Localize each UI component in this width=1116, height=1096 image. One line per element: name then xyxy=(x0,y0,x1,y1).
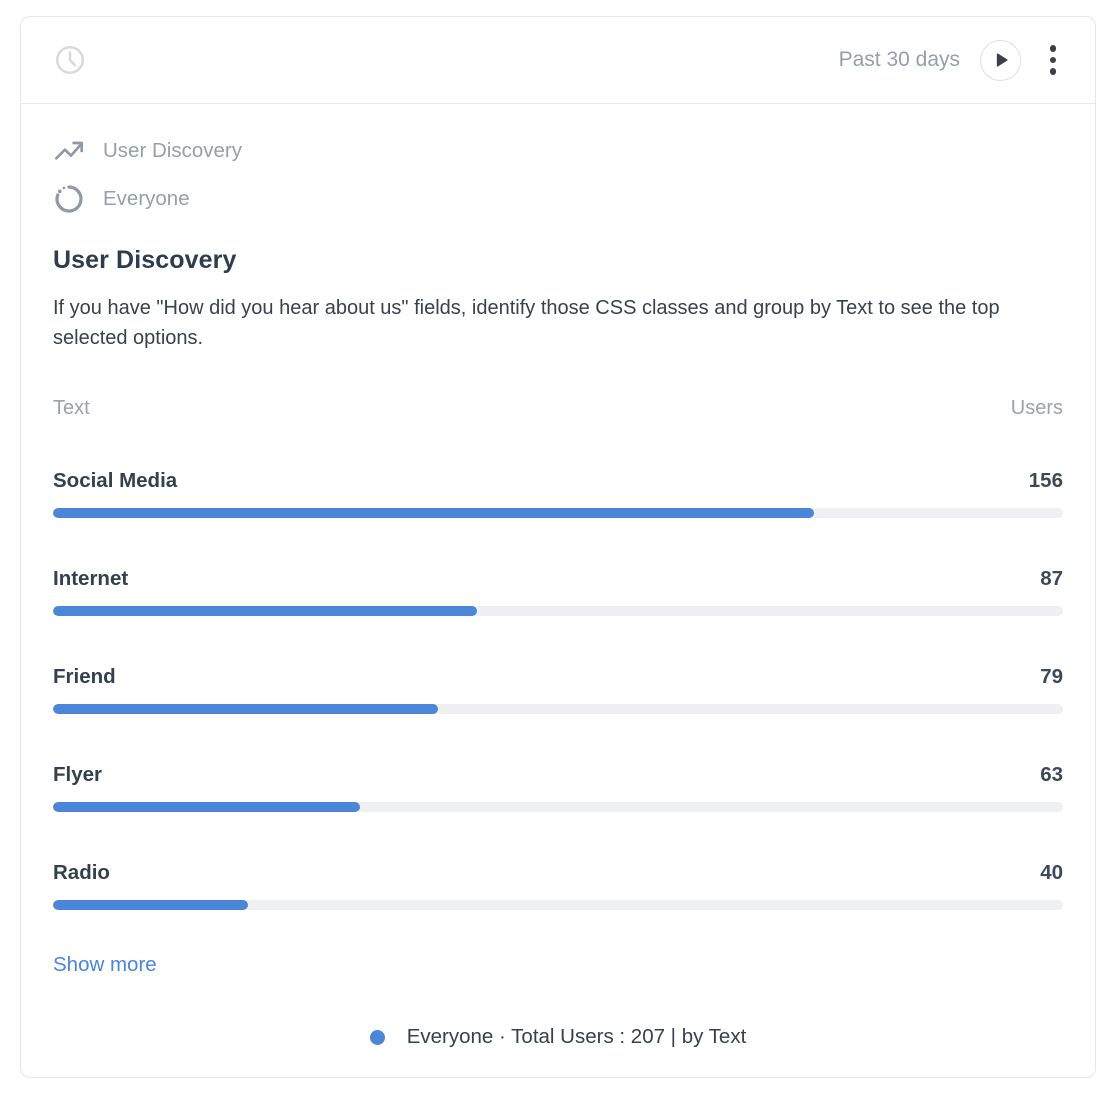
spinner-icon xyxy=(53,183,85,215)
legend-dot xyxy=(369,1029,385,1045)
row-label: Radio xyxy=(53,861,110,884)
table-row: Social Media 156 xyxy=(53,467,1063,518)
bar-track xyxy=(53,508,1063,518)
page-title: User Discovery xyxy=(53,246,237,274)
table-header: Text Users xyxy=(53,397,1063,420)
bar-fill xyxy=(53,802,361,812)
bar-fill xyxy=(53,900,249,910)
clock-icon xyxy=(53,43,87,77)
table-row: Internet 87 xyxy=(53,565,1063,616)
bar-track xyxy=(53,802,1063,812)
row-value: 87 xyxy=(1040,567,1063,590)
user-discovery-widget: Past 30 days User Discovery xyxy=(20,16,1096,1078)
row-label: Social Media xyxy=(53,469,178,492)
widget-description: If you have "How did you hear about us" … xyxy=(53,297,1000,349)
bar-track xyxy=(53,606,1063,616)
table-row: Flyer 63 xyxy=(53,761,1063,812)
bar-fill xyxy=(53,508,815,518)
report-meta-row: User Discovery xyxy=(53,134,1063,168)
row-value: 156 xyxy=(1028,469,1063,492)
row-value: 40 xyxy=(1040,861,1063,884)
chart-legend: Everyone · Total Users : 207 | by Text xyxy=(53,1025,1063,1049)
row-value: 63 xyxy=(1040,763,1063,786)
segment-meta-row: Everyone xyxy=(53,182,1063,216)
row-label: Flyer xyxy=(53,763,102,786)
table-row: Friend 79 xyxy=(53,663,1063,714)
trending-up-icon xyxy=(53,135,85,167)
bar-fill xyxy=(53,704,439,714)
date-range-selector[interactable]: Past 30 days xyxy=(838,48,960,71)
bar-track xyxy=(53,900,1063,910)
column-header-text: Text xyxy=(53,397,90,419)
row-value: 79 xyxy=(1040,665,1063,688)
row-label: Internet xyxy=(53,567,129,590)
widget-body: User Discovery Everyone User Discovery I… xyxy=(21,104,1095,1049)
play-icon xyxy=(996,53,1008,67)
table-row: Radio 40 xyxy=(53,859,1063,910)
bar-fill xyxy=(53,606,478,616)
column-header-users: Users xyxy=(1010,397,1063,419)
legend-text: Everyone · Total Users : 207 | by Text xyxy=(406,1025,747,1048)
bar-track xyxy=(53,704,1063,714)
play-button[interactable] xyxy=(980,39,1021,81)
report-name-label: User Discovery xyxy=(103,139,242,162)
segment-name-label: Everyone xyxy=(103,187,190,210)
row-label: Friend xyxy=(53,665,116,688)
kebab-menu-button[interactable] xyxy=(1041,40,1065,81)
show-more-link[interactable]: Show more xyxy=(53,953,157,976)
widget-header: Past 30 days xyxy=(21,17,1095,104)
